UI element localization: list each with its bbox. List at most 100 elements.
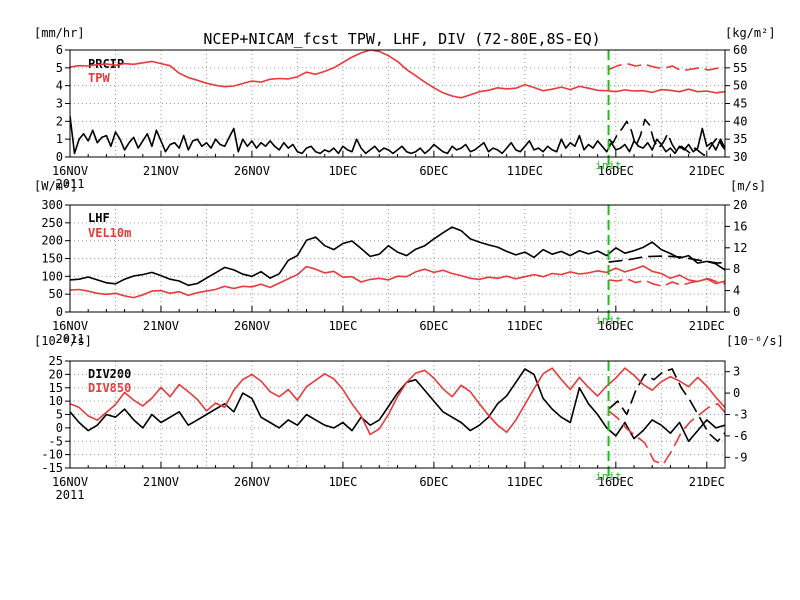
init-label: init bbox=[595, 159, 622, 172]
x-tick-label: 16DEC bbox=[598, 164, 634, 178]
x-tick-label: 1DEC bbox=[328, 164, 357, 178]
left-tick-label: 0 bbox=[56, 421, 63, 435]
left-tick-label: 0 bbox=[56, 150, 63, 164]
left-tick-label: 3 bbox=[56, 97, 63, 111]
series-line-vel10m bbox=[70, 265, 725, 299]
x-tick-label: 21NOV bbox=[143, 475, 179, 489]
series-line-div200-forecast bbox=[608, 368, 725, 443]
legend-lhf: LHF bbox=[88, 211, 110, 225]
left-tick-label: 5 bbox=[56, 61, 63, 75]
x-tick-label: 26NOV bbox=[234, 475, 270, 489]
x-tick-label: 26NOV bbox=[234, 319, 270, 333]
left-tick-label: 25 bbox=[49, 354, 63, 368]
right-tick-label: -3 bbox=[733, 408, 747, 422]
left-tick-label: 250 bbox=[41, 216, 63, 230]
x-tick-label: 16DEC bbox=[598, 319, 634, 333]
panel-precip-tpw-left-unit: [mm/hr] bbox=[34, 26, 85, 40]
series-group bbox=[70, 226, 725, 299]
right-tick-label: 0 bbox=[733, 305, 740, 319]
left-tick-label: 6 bbox=[56, 43, 63, 57]
series-line-div200 bbox=[70, 368, 725, 443]
left-tick-label: 1 bbox=[56, 132, 63, 146]
x-tick-label: 21DEC bbox=[689, 475, 725, 489]
series-line-tpw bbox=[70, 50, 725, 99]
x-tick-label: 6DEC bbox=[419, 164, 448, 178]
series-line-prcip-forecast bbox=[608, 118, 725, 156]
series-line-lhf-forecast bbox=[608, 255, 725, 264]
left-tick-label: 2 bbox=[56, 114, 63, 128]
series-line-tpw-forecast bbox=[608, 62, 725, 72]
x-tick-label: 16DEC bbox=[598, 475, 634, 489]
x-tick-label: 11DEC bbox=[507, 319, 543, 333]
left-tick-label: 10 bbox=[49, 394, 63, 408]
right-tick-label: 0 bbox=[733, 386, 740, 400]
x-year-label: 2011 bbox=[56, 488, 85, 502]
init-label: init bbox=[595, 470, 622, 483]
panel-div200-div850: [10⁻⁶/s] [10⁻⁶/s] DIV200 DIV850 init-15-… bbox=[34, 334, 784, 502]
right-tick-label: 20 bbox=[733, 198, 747, 212]
series-group bbox=[70, 367, 725, 466]
x-year-label: 2011 bbox=[56, 332, 85, 346]
panel-div-left-unit: [10⁻⁶/s] bbox=[34, 334, 92, 348]
right-tick-label: 8 bbox=[733, 262, 740, 276]
series-group bbox=[70, 50, 725, 156]
left-tick-label: 4 bbox=[56, 79, 63, 93]
legend-tpw: TPW bbox=[88, 71, 110, 85]
x-year-label: 2011 bbox=[56, 177, 85, 191]
x-tick-label: 16NOV bbox=[52, 319, 88, 333]
series-line-vel10m-forecast bbox=[608, 277, 725, 288]
x-tick-label: 21NOV bbox=[143, 164, 179, 178]
left-tick-label: 20 bbox=[49, 367, 63, 381]
right-tick-label: 35 bbox=[733, 132, 747, 146]
left-tick-label: 200 bbox=[41, 234, 63, 248]
x-tick-label: 21DEC bbox=[689, 164, 725, 178]
right-tick-label: 55 bbox=[733, 61, 747, 75]
right-tick-label: -6 bbox=[733, 429, 747, 443]
right-tick-label: 45 bbox=[733, 97, 747, 111]
left-tick-label: 300 bbox=[41, 198, 63, 212]
panel-div-right-unit: [10⁻⁶/s] bbox=[726, 334, 784, 348]
right-tick-label: 50 bbox=[733, 79, 747, 93]
x-tick-label: 6DEC bbox=[419, 475, 448, 489]
x-tick-label: 21NOV bbox=[143, 319, 179, 333]
right-tick-label: 40 bbox=[733, 114, 747, 128]
left-tick-label: 100 bbox=[41, 269, 63, 283]
panel-precip-tpw: [mm/hr] [kg/m²] PRCIP TPW init0123456303… bbox=[34, 26, 776, 191]
x-tick-label: 21DEC bbox=[689, 319, 725, 333]
init-label: init bbox=[595, 314, 622, 327]
left-tick-label: 0 bbox=[56, 305, 63, 319]
x-tick-label: 11DEC bbox=[507, 475, 543, 489]
panel-lhf-vel10m-left-unit: [W/m²] bbox=[34, 179, 77, 193]
left-tick-label: 50 bbox=[49, 287, 63, 301]
panel-lhf-vel10m-right-unit: [m/s] bbox=[730, 179, 766, 193]
legend-div200: DIV200 bbox=[88, 367, 131, 381]
left-tick-label: -5 bbox=[49, 434, 63, 448]
left-tick-label: -10 bbox=[41, 448, 63, 462]
left-tick-label: 5 bbox=[56, 408, 63, 422]
right-tick-label: 30 bbox=[733, 150, 747, 164]
right-tick-label: 4 bbox=[733, 284, 740, 298]
x-tick-label: 11DEC bbox=[507, 164, 543, 178]
x-tick-label: 16NOV bbox=[52, 164, 88, 178]
series-line-div850-forecast bbox=[608, 402, 725, 466]
right-tick-label: 12 bbox=[733, 241, 747, 255]
panel-precip-tpw-right-unit: [kg/m²] bbox=[725, 26, 776, 40]
left-tick-label: -15 bbox=[41, 461, 63, 475]
right-tick-label: -9 bbox=[733, 450, 747, 464]
right-tick-label: 16 bbox=[733, 219, 747, 233]
series-line-div850 bbox=[70, 367, 725, 436]
figure-title: NCEP+NICAM_fcst TPW, LHF, DIV (72-80E,8S… bbox=[203, 30, 600, 48]
panel-lhf-vel10m: [W/m²] [m/s] LHF VEL10m init050100150200… bbox=[34, 179, 766, 346]
legend-vel10m: VEL10m bbox=[88, 226, 131, 240]
x-tick-label: 1DEC bbox=[328, 475, 357, 489]
x-tick-label: 6DEC bbox=[419, 319, 448, 333]
legend-div850: DIV850 bbox=[88, 381, 131, 395]
x-tick-label: 16NOV bbox=[52, 475, 88, 489]
x-tick-label: 26NOV bbox=[234, 164, 270, 178]
series-line-prcip bbox=[70, 115, 725, 155]
right-tick-label: 3 bbox=[733, 365, 740, 379]
x-tick-label: 1DEC bbox=[328, 319, 357, 333]
left-tick-label: 150 bbox=[41, 252, 63, 266]
left-tick-label: 15 bbox=[49, 381, 63, 395]
